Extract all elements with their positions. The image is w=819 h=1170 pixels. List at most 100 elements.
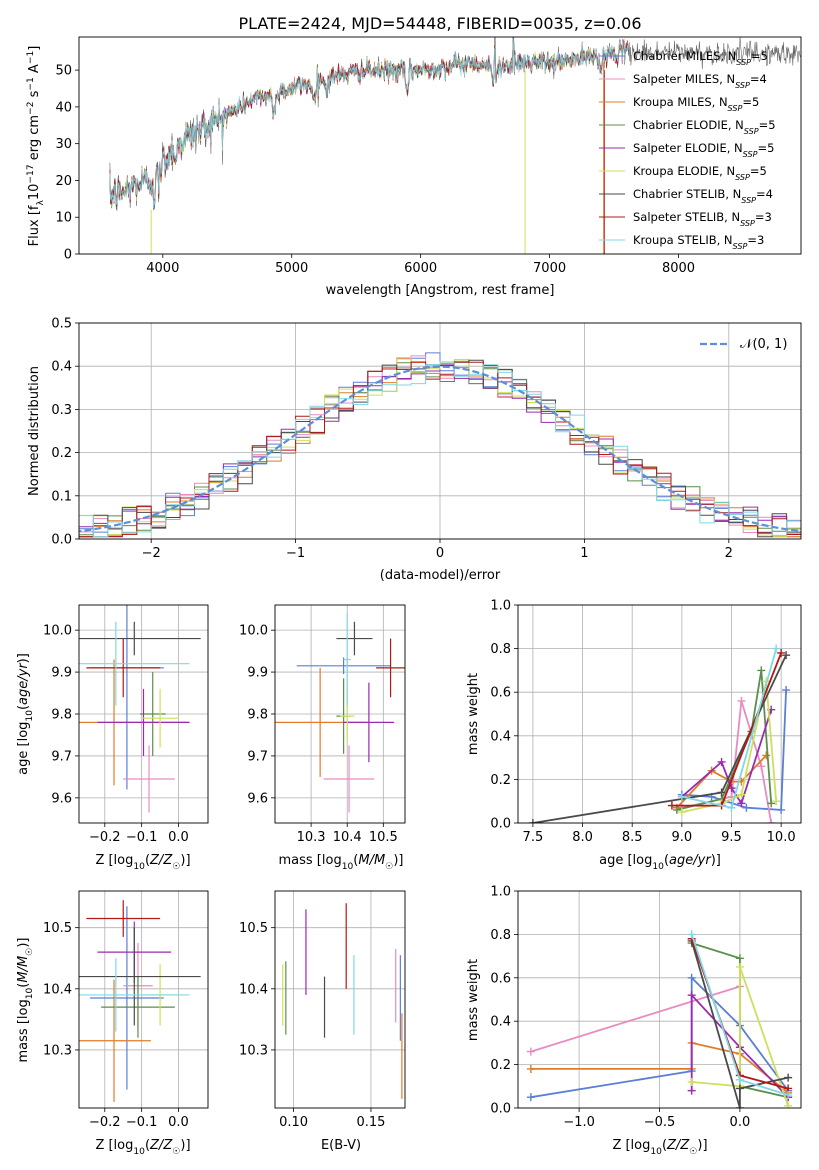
errorbar-point (97, 688, 190, 756)
tick-label-y: 0.4 (490, 729, 511, 744)
tick-label-y: 0.1 (51, 489, 72, 504)
errorbar-point (79, 958, 190, 1032)
chart-weight_vs_age: 7.5 8.0 8.5 9.0 9.5 10.0 0.0 0.2 0.4 0.6 0.8 1.0 age… (466, 599, 802, 872)
plot-area (109, 37, 801, 254)
x-axis-label: age [log10(age/yr)] (599, 853, 721, 872)
weight-marker (687, 930, 696, 939)
tick-label-x: 10.0 (767, 830, 796, 845)
axes-frame (517, 604, 802, 824)
weight-line (690, 992, 789, 1098)
tick-label-y: 9.9 (51, 666, 72, 681)
chart-residuals: −2 −1 0 1 2 0.0 0.1 0.2 0.3 0.4 0.5 (data-model)/er… (27, 317, 802, 583)
tick-label-x: 0.0 (168, 830, 189, 845)
tick-label-x: 10.4 (333, 830, 362, 845)
weight-line (691, 966, 789, 1107)
tick-label-y: 1.0 (490, 599, 511, 614)
tick-label-y: 10.4 (43, 982, 72, 997)
weight-marker (717, 788, 726, 797)
errorbar-point (296, 657, 391, 675)
chart-age_vs_Z: −0.2 −0.1 0.0 9.6 9.7 9.8 9.9 10.0 Z [log10(Z/Z☉… (16, 604, 209, 872)
weight-marker (687, 973, 696, 982)
tick-label-x: 1 (580, 546, 588, 561)
weight-marker (735, 954, 744, 963)
weight-marker (737, 696, 746, 705)
errorbar-point (336, 621, 373, 656)
errorbar-point (376, 638, 405, 698)
tick-label-y: 0.0 (490, 817, 511, 832)
weight-marker (777, 805, 786, 814)
weight-marker (735, 1084, 744, 1093)
weight-marker (737, 790, 746, 799)
tick-label-y: 0.2 (490, 1058, 511, 1073)
x-axis-label: Z [log10(Z/Z☉)] (95, 1138, 190, 1157)
tick-label-x: −1 (286, 546, 305, 561)
tick-label-y: 0.2 (490, 773, 511, 788)
tick-label-y: 10.5 (239, 921, 268, 936)
tick-label-y: 10.0 (43, 624, 72, 639)
legend-entry: Kroupa ELODIE, NSSP=5 (633, 164, 767, 182)
spectrum-model (109, 38, 629, 209)
weight-marker (526, 1064, 535, 1073)
gridlines (275, 891, 405, 1108)
weight-marker (677, 808, 686, 817)
errorbar-point (343, 682, 395, 763)
tick-label-x: 0.15 (356, 1115, 385, 1130)
axes-frame (78, 322, 802, 540)
tick-label-y: 10.5 (43, 921, 72, 936)
plot-area (79, 900, 201, 1102)
tick-label-y: 0.8 (490, 642, 511, 657)
weight-marker (735, 1075, 744, 1084)
y-axis-label: Normed distribution (27, 366, 42, 496)
tick-label-y: 30 (55, 137, 72, 152)
axes-frame (78, 36, 802, 255)
tick-label-y: 0.2 (51, 446, 72, 461)
errorbar-point (79, 621, 201, 656)
legend-entry: 𝒩(0, 1) (740, 337, 787, 352)
plot-area (528, 644, 791, 823)
tick-label-x: 5000 (275, 261, 308, 276)
weight-marker (526, 1047, 535, 1056)
weight-marker (727, 803, 736, 812)
errorbar-point (79, 979, 151, 1102)
histogram-kroupa-miles (79, 358, 801, 538)
errorbar-point (101, 976, 175, 1038)
tick-label-y: 0 (64, 248, 72, 263)
errorbar-point (139, 672, 166, 756)
tick-label-y: 20 (55, 174, 72, 189)
errorbar-point (86, 638, 161, 698)
legend-entry: Chabrier STELIB, NSSP=4 (633, 187, 773, 205)
tick-label-x: −1.0 (563, 1115, 595, 1130)
weight-marker (737, 799, 746, 808)
weight-line (530, 985, 741, 1053)
chart-title: PLATE=2424, MJD=54448, FIBERID=0035, z=0… (238, 14, 641, 33)
legend-entry: Chabrier ELODIE, NSSP=5 (633, 118, 776, 136)
plot-area (526, 930, 793, 1108)
plot-area (79, 352, 801, 538)
tick-label-y: 10.3 (43, 1043, 72, 1058)
legend: 𝒩(0, 1) (700, 337, 787, 352)
axes-frame (78, 604, 209, 824)
plot-area (275, 613, 405, 813)
tick-label-x: 0.10 (279, 1115, 308, 1130)
weight-line (690, 940, 789, 1108)
tick-label-y: 0.6 (490, 686, 511, 701)
weight-marker (784, 1101, 793, 1108)
x-axis-label: Z [log10(Z/Z☉)] (612, 1138, 707, 1157)
tick-label-x: 6000 (404, 261, 437, 276)
weight-marker (762, 751, 771, 760)
tick-label-y: 0.6 (490, 971, 511, 986)
y-axis-label: mass weight (466, 673, 481, 755)
tick-label-x: 7.5 (523, 830, 544, 845)
axes-frame (78, 890, 209, 1109)
tick-label-y: 10.4 (239, 982, 268, 997)
tick-label-x: 8.5 (622, 830, 643, 845)
weight-marker (526, 1093, 535, 1102)
tick-label-x: 0.0 (730, 1115, 751, 1130)
chart-spectrum: 4000 5000 6000 7000 8000 0 10 20 30 40 50 PLATE=242… (26, 14, 802, 298)
normal-curve (79, 365, 801, 533)
tick-label-y: 9.8 (51, 708, 72, 723)
axes-frame (517, 890, 802, 1109)
weight-marker (687, 1086, 696, 1095)
weight-marker (717, 757, 726, 766)
y-axis-label: mass weight (466, 959, 481, 1041)
